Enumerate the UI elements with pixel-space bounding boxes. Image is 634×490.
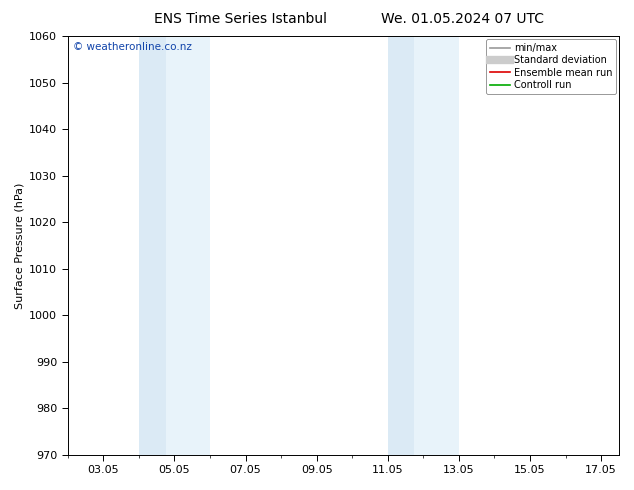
Bar [165, 36, 210, 455]
Text: We. 01.05.2024 07 UTC: We. 01.05.2024 07 UTC [381, 12, 545, 26]
Bar [139, 36, 165, 455]
Text: © weatheronline.co.nz: © weatheronline.co.nz [73, 43, 192, 52]
Bar [388, 36, 415, 455]
Text: ENS Time Series Istanbul: ENS Time Series Istanbul [155, 12, 327, 26]
Legend: min/max, Standard deviation, Ensemble mean run, Controll run: min/max, Standard deviation, Ensemble me… [486, 39, 616, 94]
Bar [415, 36, 459, 455]
Y-axis label: Surface Pressure (hPa): Surface Pressure (hPa) [15, 182, 25, 309]
